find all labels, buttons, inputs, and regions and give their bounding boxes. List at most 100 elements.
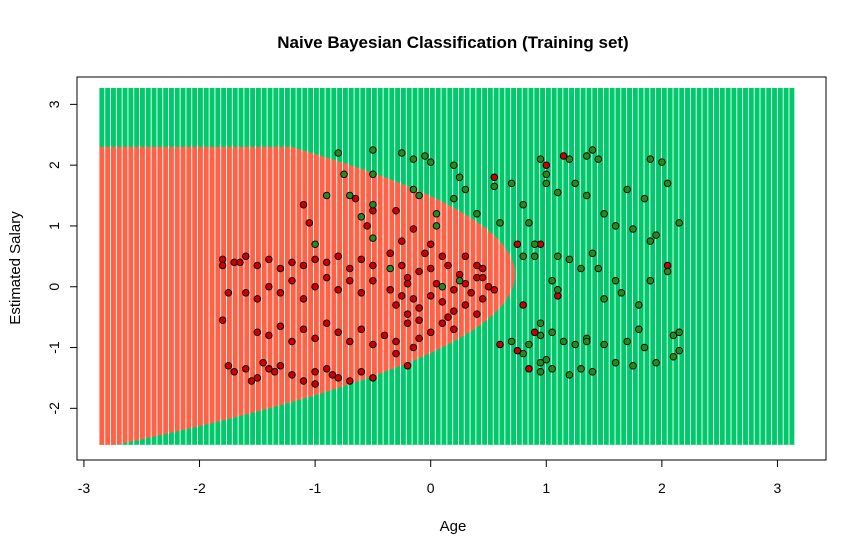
data-point-class-0 — [403, 310, 412, 318]
data-point-class-0 — [253, 261, 262, 270]
data-point-class-0 — [265, 331, 273, 340]
data-point-class-1 — [571, 340, 579, 349]
data-point-class-1 — [663, 179, 672, 188]
data-point-class-0 — [478, 264, 487, 273]
data-point-class-1 — [432, 222, 441, 230]
data-point-class-1 — [640, 343, 649, 352]
data-point-class-0 — [513, 240, 522, 248]
data-point-class-0 — [403, 319, 412, 327]
data-point-class-0 — [554, 292, 562, 300]
data-point-class-1 — [611, 358, 620, 367]
data-point-class-0 — [299, 295, 308, 303]
data-point-class-1 — [334, 149, 342, 157]
data-point-class-0 — [409, 225, 418, 233]
data-point-class-1 — [588, 368, 597, 376]
data-point-class-1 — [536, 368, 545, 376]
data-point-class-0 — [334, 374, 342, 382]
data-point-class-0 — [299, 377, 308, 385]
data-point-class-0 — [415, 316, 423, 324]
y-tick-label: 0 — [46, 283, 62, 291]
data-point-class-0 — [305, 219, 314, 227]
data-point-class-0 — [530, 328, 539, 337]
data-point-class-1 — [629, 362, 637, 370]
data-point-class-0 — [259, 358, 267, 367]
data-point-class-1 — [652, 231, 660, 239]
y-tick-label: 2 — [46, 161, 62, 169]
data-point-class-1 — [536, 331, 545, 340]
data-point-class-0 — [218, 261, 227, 270]
data-point-class-1 — [554, 188, 562, 197]
data-point-class-0 — [380, 331, 389, 340]
data-point-class-1 — [386, 264, 394, 273]
data-point-class-1 — [635, 301, 643, 309]
data-point-class-0 — [311, 255, 319, 264]
data-point-class-1 — [530, 240, 539, 248]
data-point-class-1 — [455, 173, 464, 182]
data-point-class-0 — [409, 343, 418, 352]
data-point-class-0 — [242, 365, 250, 373]
data-point-class-0 — [363, 222, 371, 230]
data-point-class-1 — [346, 191, 354, 200]
data-point-class-0 — [369, 374, 377, 382]
data-point-class-1 — [588, 249, 597, 258]
decision-region-layer — [98, 87, 796, 445]
data-point-class-0 — [438, 252, 447, 261]
data-point-class-0 — [334, 328, 342, 337]
data-point-class-0 — [415, 267, 423, 276]
data-point-class-0 — [398, 261, 406, 270]
data-point-class-1 — [438, 282, 447, 291]
data-point-class-1 — [658, 158, 666, 166]
data-point-class-0 — [461, 252, 470, 261]
data-point-class-1 — [369, 200, 377, 209]
data-point-class-0 — [386, 249, 394, 258]
data-point-class-0 — [409, 295, 418, 303]
data-point-class-1 — [536, 155, 545, 163]
data-point-class-1 — [646, 276, 655, 285]
data-point-class-0 — [490, 173, 499, 182]
data-point-class-0 — [288, 258, 296, 267]
y-tick-label: -2 — [46, 402, 62, 415]
x-tick-label: 2 — [658, 480, 666, 496]
data-point-class-1 — [571, 179, 579, 188]
data-point-class-0 — [236, 258, 244, 267]
data-point-class-0 — [392, 337, 400, 346]
data-point-class-0 — [386, 286, 394, 294]
data-point-class-1 — [421, 152, 429, 160]
data-point-class-1 — [565, 155, 574, 163]
data-point-class-0 — [392, 301, 400, 309]
data-point-class-1 — [450, 161, 458, 169]
data-point-class-1 — [519, 252, 527, 261]
data-point-class-1 — [507, 337, 516, 346]
data-point-class-0 — [450, 286, 458, 294]
data-point-class-0 — [334, 286, 342, 294]
data-point-class-1 — [536, 358, 545, 367]
data-point-class-0 — [299, 261, 308, 270]
data-point-class-0 — [455, 270, 464, 279]
data-point-class-0 — [559, 152, 568, 160]
data-point-class-1 — [473, 210, 481, 218]
data-point-class-1 — [415, 191, 423, 200]
data-point-class-0 — [253, 295, 262, 303]
data-point-class-1 — [490, 182, 499, 191]
data-point-class-0 — [224, 289, 233, 297]
data-point-class-1 — [565, 371, 574, 379]
data-point-class-1 — [646, 237, 655, 245]
data-point-class-0 — [426, 292, 435, 300]
data-point-class-0 — [322, 365, 331, 373]
data-point-class-1 — [623, 337, 631, 346]
data-point-class-0 — [369, 276, 377, 285]
data-point-class-0 — [426, 240, 435, 248]
data-point-class-1 — [369, 234, 377, 242]
data-point-class-1 — [455, 276, 464, 285]
data-point-class-1 — [409, 155, 418, 163]
data-point-class-0 — [346, 264, 354, 273]
data-point-class-0 — [484, 282, 493, 291]
x-tick-label: -1 — [309, 480, 322, 496]
data-point-class-0 — [322, 273, 331, 282]
data-point-class-0 — [288, 371, 296, 379]
x-axis: -3 -2 -1 0 1 2 3 — [78, 459, 782, 496]
data-point-class-1 — [519, 200, 527, 209]
data-point-class-0 — [398, 292, 406, 300]
data-point-class-0 — [432, 279, 441, 288]
data-point-class-0 — [426, 328, 435, 337]
